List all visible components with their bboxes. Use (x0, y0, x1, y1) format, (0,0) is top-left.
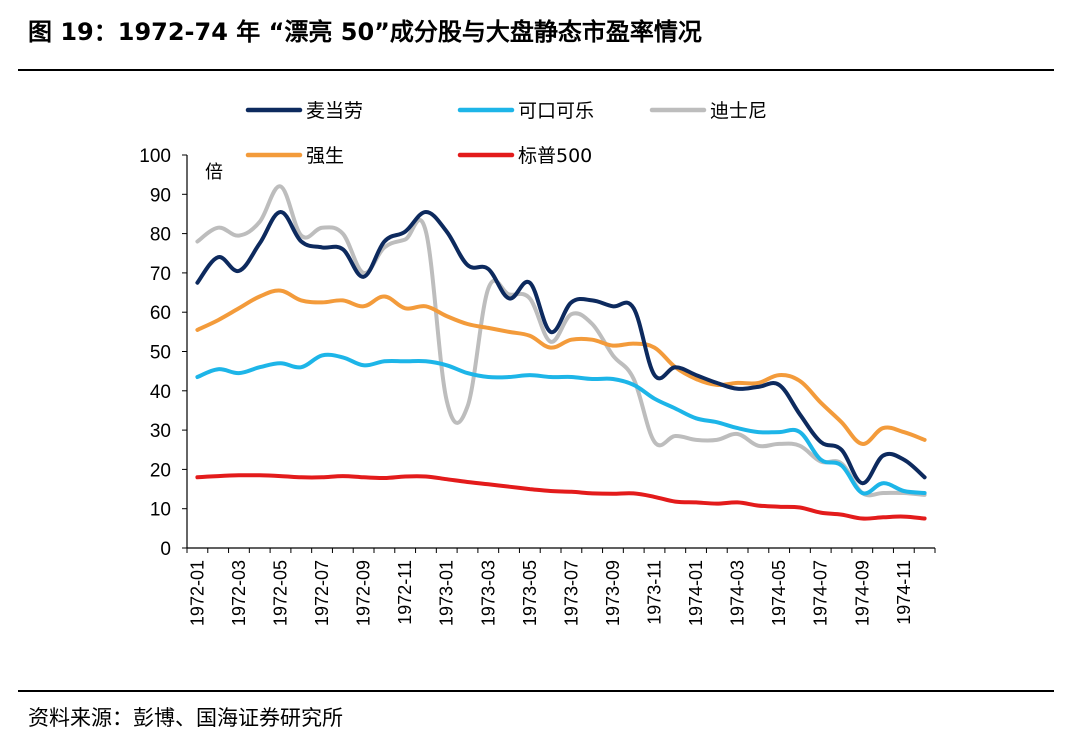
series-line-0 (195, 210, 927, 486)
x-tick-label: 1974-07 (811, 560, 831, 626)
y-tick-label: 70 (150, 264, 171, 285)
x-tick-label: 1972-03 (229, 560, 249, 626)
legend-item: 迪士尼 (649, 100, 767, 122)
legend-item: 可口可乐 (457, 100, 594, 122)
x-tick-label: 1973-07 (561, 560, 581, 626)
x-tick-label: 1974-11 (894, 560, 914, 625)
series-line-4 (195, 473, 927, 521)
y-tick-label: 90 (150, 185, 171, 206)
y-tick-label: 30 (150, 421, 171, 442)
x-tick-label: 1973-03 (478, 560, 498, 626)
y-tick-label: 40 (150, 382, 171, 403)
y-tick-label: 10 (150, 500, 171, 521)
x-tick-label: 1974-03 (728, 560, 748, 626)
x-tick-label: 1974-05 (769, 560, 789, 626)
x-tick-label: 1973-09 (603, 560, 623, 626)
legend-item: 麦当劳 (245, 100, 363, 122)
legend-item: 标普500 (457, 145, 592, 167)
x-tick-label: 1972-09 (354, 560, 374, 626)
legend-label: 标普500 (518, 145, 592, 167)
x-tick-label: 1973-05 (520, 560, 540, 626)
x-tick-label: 1974-09 (852, 560, 872, 626)
x-tick-label: 1973-01 (437, 560, 457, 626)
y-unit-label: 倍 (205, 162, 223, 183)
legend-label: 强生 (306, 145, 344, 167)
figure-title: 图 19：1972-74 年 “漂亮 50”成分股与大盘静态市盈率情况 (28, 18, 702, 46)
y-tick-label: 0 (160, 539, 171, 560)
x-tick-label: 1974-01 (686, 560, 706, 626)
y-axis: 0 10 20 30 40 50 60 70 80 90 100 倍 (139, 146, 223, 560)
y-tick-label: 100 (139, 146, 171, 167)
legend-label: 迪士尼 (710, 100, 767, 122)
y-tick-label: 50 (150, 343, 171, 364)
x-axis: 1972-01 1972-03 1972-05 1972-07 1972-09 1972-… (186, 547, 936, 626)
source-note: 资料来源：彭博、国海证券研究所 (28, 706, 343, 730)
x-tick-label: 1972-01 (187, 560, 207, 626)
series-line-2 (195, 184, 927, 498)
y-tick-label: 20 (150, 460, 171, 481)
y-tick-label: 80 (150, 225, 171, 246)
series-line-1 (195, 352, 927, 496)
x-tick-label: 1972-11 (395, 560, 415, 625)
x-tick-label: 1972-05 (271, 560, 291, 626)
legend-item: 强生 (245, 145, 344, 167)
x-tick-label: 1973-11 (645, 560, 665, 625)
x-tick-label: 1972-07 (312, 560, 332, 626)
top-divider (18, 69, 1054, 71)
legend-label: 麦当劳 (306, 100, 363, 122)
bottom-divider (18, 690, 1054, 692)
plot-area (195, 184, 927, 521)
legend-label: 可口可乐 (518, 100, 594, 122)
series-line-3 (195, 288, 927, 446)
y-tick-label: 60 (150, 303, 171, 324)
